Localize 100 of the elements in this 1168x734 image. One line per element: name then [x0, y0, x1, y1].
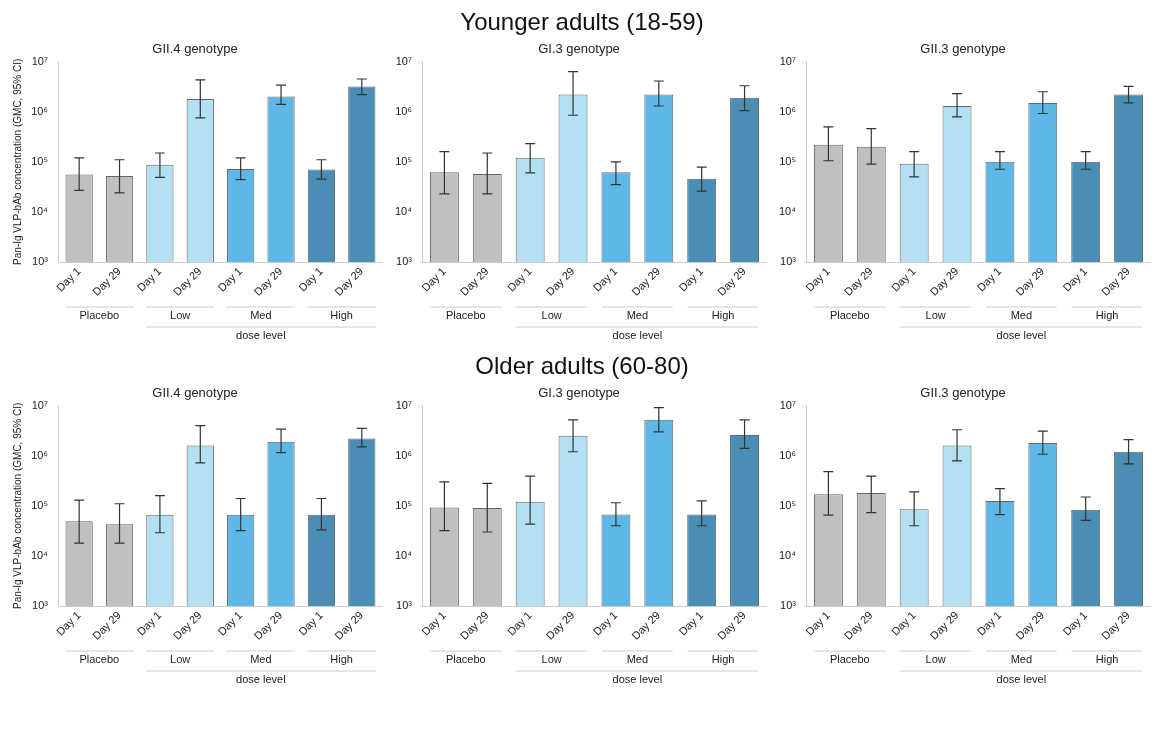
y-tick-label: 10⁷ [779, 54, 796, 67]
chart-title: GI.3 genotype [538, 385, 620, 401]
text: Low [541, 652, 562, 665]
x-axis-title: dose level [236, 672, 286, 685]
x-tick-label: Day 1 [134, 264, 164, 294]
y-tick-label: 10³ [780, 599, 797, 612]
x-tick-label: Day 29 [1013, 264, 1047, 298]
y-tick-label: 10⁷ [395, 398, 412, 411]
x-tick-label: Day 29 [89, 608, 124, 642]
chart-subtitle: Younger adults (18-59) [459, 8, 705, 37]
x-tick-label: Day 29 [543, 608, 577, 642]
text: High [711, 308, 735, 321]
x-tick-label: Day 29 [170, 608, 204, 642]
chart-title: GII.3 genotype [920, 41, 1006, 57]
x-tick-label: Day 1 [590, 608, 620, 638]
chart-title: GII.4 genotype [152, 385, 238, 401]
text: High [711, 652, 735, 665]
x-tick-label: Day 1 [419, 608, 448, 638]
x-tick-label: Day 29 [251, 264, 285, 298]
y-tick-label: 10⁶ [395, 448, 412, 461]
x-tick-label: Day 29 [927, 608, 961, 642]
y-tick-label: 10⁷ [779, 398, 796, 411]
text: Placebo [79, 308, 120, 321]
x-tick-label: Day 29 [841, 608, 875, 642]
x-tick-label: Day 1 [888, 264, 918, 294]
x-tick-label: Day 29 [89, 264, 124, 298]
y-tick-label: 10⁴ [30, 548, 49, 561]
x-tick-label: Day 29 [332, 264, 366, 298]
y-tick-label: 10⁴ [394, 204, 413, 217]
x-axis-title: dose level [996, 328, 1047, 341]
x-tick-label: Day 29 [841, 264, 875, 298]
y-tick-label: 10⁵ [395, 498, 412, 511]
text: High [1095, 308, 1119, 321]
chart-title: GII.4 genotype [152, 41, 238, 57]
x-tick-label: Day 1 [296, 264, 325, 294]
text: Med [250, 308, 272, 321]
y-tick-label: 10⁵ [395, 154, 412, 167]
text: High [330, 308, 353, 321]
text: Med [250, 652, 272, 665]
x-tick-label: Day 1 [1060, 608, 1090, 638]
x-tick-label: Day 1 [1060, 264, 1090, 294]
y-tick-label: 10³ [396, 255, 413, 268]
x-tick-label: Day 29 [251, 608, 285, 642]
x-tick-label: Day 1 [296, 608, 325, 638]
text: Low [541, 308, 562, 321]
y-axis-title: Pan-Ig VLP-bAb concentration (GMC, 95% CI) [11, 58, 23, 265]
y-tick-label: 10⁴ [778, 548, 797, 561]
text: Placebo [829, 652, 870, 665]
x-tick-label: Day 29 [1098, 264, 1133, 298]
text: Med [1010, 652, 1033, 665]
y-tick-label: 10⁶ [779, 104, 796, 117]
y-tick-label: 10⁴ [778, 204, 797, 217]
x-tick-label: Day 1 [974, 608, 1004, 638]
x-tick-label: Day 1 [803, 608, 832, 638]
text: High [1095, 652, 1119, 665]
y-tick-label: 10⁶ [779, 448, 796, 461]
x-axis-title: dose level [612, 672, 663, 685]
x-tick-label: Day 1 [53, 608, 83, 638]
x-tick-label: Day 1 [504, 264, 534, 294]
x-tick-label: Day 1 [974, 264, 1004, 294]
y-tick-label: 10⁶ [31, 448, 48, 461]
x-tick-label: Day 29 [1098, 608, 1133, 642]
text: Low [925, 652, 946, 665]
text: Med [626, 308, 649, 321]
x-tick-label: Day 29 [457, 608, 491, 642]
x-tick-label: Day 1 [590, 264, 620, 294]
x-tick-label: Day 29 [170, 264, 204, 298]
x-tick-label: Day 1 [215, 608, 245, 638]
chart-title: GII.3 genotype [920, 385, 1006, 401]
text: Placebo [829, 308, 870, 321]
y-tick-label: 10⁶ [395, 104, 412, 117]
x-tick-label: Day 29 [714, 264, 749, 298]
text: Low [170, 652, 191, 665]
x-tick-label: Day 1 [134, 608, 164, 638]
y-tick-label: 10⁵ [31, 498, 48, 511]
x-tick-label: Day 1 [676, 264, 706, 294]
text: Low [170, 308, 191, 321]
y-tick-label: 10³ [32, 255, 49, 268]
x-tick-label: Day 29 [629, 264, 663, 298]
y-tick-label: 10⁷ [31, 54, 48, 67]
x-tick-label: Day 29 [714, 608, 749, 642]
x-tick-label: Day 1 [888, 608, 918, 638]
y-tick-label: 10⁵ [779, 498, 796, 511]
x-tick-label: Day 1 [215, 264, 245, 294]
text: Med [1010, 308, 1033, 321]
x-tick-label: Day 29 [457, 264, 491, 298]
y-tick-label: 10⁴ [394, 548, 413, 561]
x-tick-label: Day 29 [543, 264, 577, 298]
y-tick-label: 10⁴ [30, 204, 49, 217]
x-tick-label: Day 1 [803, 264, 832, 294]
y-tick-label: 10³ [780, 255, 797, 268]
y-tick-label: 10⁶ [31, 104, 48, 117]
chart-title: GI.3 genotype [538, 41, 620, 57]
text: Low [925, 308, 946, 321]
y-tick-label: 10⁵ [31, 154, 48, 167]
x-tick-label: Day 29 [332, 608, 366, 642]
text: High [330, 652, 353, 665]
y-tick-label: 10³ [32, 599, 49, 612]
y-axis-title: Pan-Ig VLP-bAb concentration (GMC, 95% CI) [11, 402, 23, 609]
chart-subtitle: Older adults (60-80) [474, 352, 690, 381]
